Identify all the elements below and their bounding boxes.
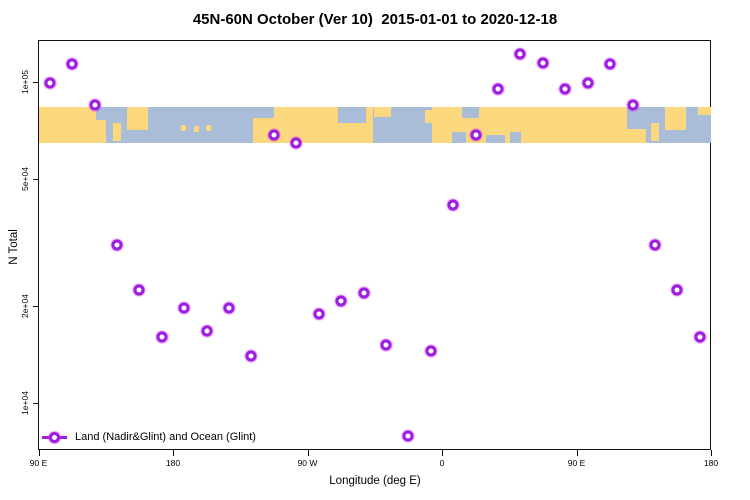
map-eurasia-east xyxy=(38,106,107,143)
y-tick-label: 1e+05 xyxy=(20,70,30,94)
x-tick-mark xyxy=(173,450,174,456)
data-point xyxy=(201,325,213,337)
x-tick-label: 180 xyxy=(165,458,181,468)
data-point xyxy=(245,350,257,362)
x-tick-label: 90 E xyxy=(29,458,48,468)
x-tick-label: 90 E xyxy=(567,458,586,468)
map-kamchatka xyxy=(126,106,149,131)
data-point xyxy=(425,345,437,357)
x-tick-mark xyxy=(38,450,40,456)
data-point xyxy=(514,48,526,60)
plot-area xyxy=(38,40,711,450)
map-aleutian-1 xyxy=(181,124,186,132)
data-point xyxy=(358,287,370,299)
data-point xyxy=(649,239,661,251)
map-greenland-tip xyxy=(374,106,392,118)
map-hudson-bay xyxy=(337,106,366,124)
y-tick-mark xyxy=(33,178,39,180)
data-point xyxy=(178,302,190,314)
map-aleutian-3 xyxy=(206,124,211,131)
data-point xyxy=(627,99,639,111)
map-biscay xyxy=(451,132,466,143)
map-okhotsk xyxy=(627,106,646,130)
y-tick-label: 1e+04 xyxy=(20,391,30,415)
x-tick-mark xyxy=(576,450,578,456)
legend-marker-icon xyxy=(49,432,60,443)
y-tick-mark xyxy=(33,403,39,404)
map-sakhalin xyxy=(113,123,121,142)
data-point xyxy=(402,430,414,442)
map-caspian xyxy=(509,132,522,143)
data-point xyxy=(290,137,302,149)
data-point xyxy=(89,99,101,111)
map-sakhalin-dup xyxy=(651,123,660,142)
data-point xyxy=(223,302,235,314)
map-ne-siberia-tip xyxy=(698,106,711,115)
legend-label: Land (Nadir&Glint) and Ocean (Glint) xyxy=(75,431,256,443)
y-tick-mark xyxy=(33,306,39,308)
data-point xyxy=(66,58,78,70)
map-okhotsk-west xyxy=(96,106,107,120)
map-kamchatka-dup xyxy=(665,106,687,131)
data-point xyxy=(694,331,706,343)
data-point xyxy=(111,239,123,251)
data-point xyxy=(44,77,56,89)
data-point xyxy=(313,308,325,320)
data-point xyxy=(492,83,504,95)
x-tick-label: 90 W xyxy=(297,458,318,468)
x-axis-title: Longitude (deg E) xyxy=(329,475,421,487)
map-black-sea xyxy=(486,135,506,143)
data-point xyxy=(470,129,482,141)
data-point xyxy=(447,199,459,211)
data-point xyxy=(604,58,616,70)
data-point xyxy=(156,331,168,343)
y-axis-title: N Total xyxy=(8,229,20,265)
map-gulf-of-alaska xyxy=(252,106,274,118)
data-point xyxy=(559,83,571,95)
y-tick-label: 2e+04 xyxy=(20,294,30,319)
x-tick-mark xyxy=(711,450,712,456)
y-tick-mark xyxy=(33,82,39,83)
data-point xyxy=(133,284,145,296)
map-band-45n-60n xyxy=(38,106,711,143)
map-baltic xyxy=(462,106,480,119)
x-tick-label: 0 xyxy=(439,458,445,468)
data-point xyxy=(537,57,549,69)
chart-title: 45N-60N October (Ver 10) 2015-01-01 to 2… xyxy=(192,11,558,28)
data-point xyxy=(380,339,392,351)
y-tick-label: 5e+04 xyxy=(20,166,30,191)
data-point xyxy=(582,77,594,89)
data-point xyxy=(268,129,280,141)
data-point xyxy=(335,295,347,307)
x-tick-label: 180 xyxy=(703,458,719,468)
x-tick-mark xyxy=(442,450,443,456)
map-aleutian-2 xyxy=(193,125,199,133)
x-tick-mark xyxy=(307,450,309,456)
data-point xyxy=(671,284,683,296)
